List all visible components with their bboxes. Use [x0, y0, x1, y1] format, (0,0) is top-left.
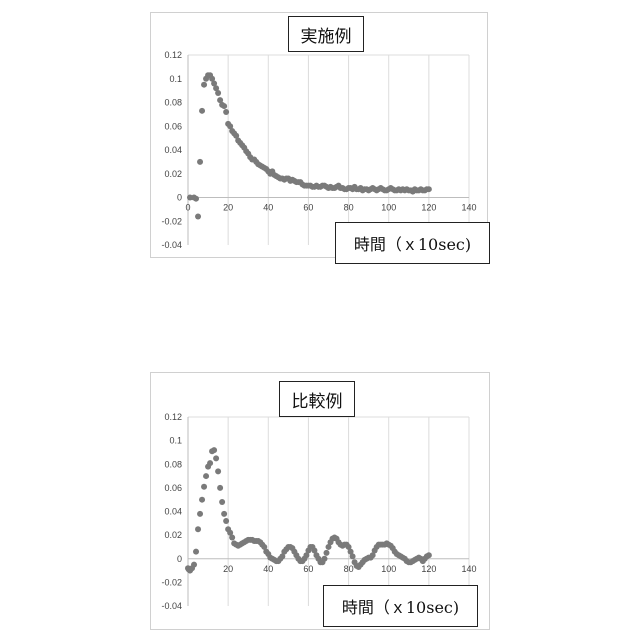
data-point: [221, 103, 227, 109]
x-tick-label: 120: [421, 564, 436, 574]
chart-title: 実施例: [288, 16, 364, 52]
data-point: [221, 511, 227, 517]
chart-jisshirei: 0.120.10.080.060.040.020-0.02-0.04020406…: [150, 12, 488, 258]
x-axis-label: 時間（ｘ10sec): [335, 222, 490, 264]
y-tick-label: -0.02: [161, 577, 182, 587]
data-point: [193, 196, 199, 202]
data-point: [223, 109, 229, 115]
chart-hikakurei: 0.120.10.080.060.040.020-0.02-0.04020406…: [150, 372, 490, 630]
data-point: [426, 186, 432, 192]
y-tick-label: 0.04: [164, 145, 182, 155]
data-point: [323, 550, 329, 556]
data-point: [203, 473, 209, 479]
data-point: [195, 214, 201, 220]
x-tick-label: 140: [461, 564, 476, 574]
data-point: [229, 534, 235, 540]
x-tick-label: 40: [263, 203, 273, 213]
data-point: [195, 526, 201, 532]
data-point: [207, 460, 213, 466]
data-point: [223, 518, 229, 524]
y-tick-label: -0.04: [161, 601, 182, 611]
x-tick-label: 60: [303, 564, 313, 574]
y-tick-label: 0.12: [164, 50, 182, 60]
x-tick-label: 0: [185, 203, 190, 213]
y-tick-label: 0.06: [164, 483, 182, 493]
data-point: [321, 556, 327, 562]
data-point: [201, 484, 207, 490]
data-point: [217, 485, 223, 491]
chart-title: 比較例: [279, 381, 355, 417]
y-tick-label: -0.04: [161, 240, 182, 250]
x-tick-label: 20: [223, 203, 233, 213]
data-point: [213, 455, 219, 461]
y-tick-label: 0: [177, 554, 182, 564]
y-tick-label: 0.04: [164, 507, 182, 517]
y-tick-label: 0.02: [164, 530, 182, 540]
x-tick-label: 100: [381, 203, 396, 213]
x-tick-label: 40: [263, 564, 273, 574]
y-tick-label: 0.06: [164, 121, 182, 131]
data-point: [197, 511, 203, 517]
x-tick-label: 20: [223, 564, 233, 574]
x-tick-label: 80: [344, 203, 354, 213]
data-point: [201, 82, 207, 88]
data-point: [199, 108, 205, 114]
x-tick-label: 140: [461, 203, 476, 213]
y-tick-label: 0.08: [164, 459, 182, 469]
y-tick-label: 0.1: [169, 74, 182, 84]
data-point: [191, 562, 197, 568]
data-point: [211, 447, 217, 453]
data-point: [426, 552, 432, 558]
x-axis-label: 時間（ｘ10sec): [323, 585, 478, 627]
data-point: [193, 549, 199, 555]
data-point: [199, 497, 205, 503]
y-tick-label: 0.08: [164, 98, 182, 108]
data-point: [219, 499, 225, 505]
x-tick-label: 120: [421, 203, 436, 213]
x-tick-label: 100: [381, 564, 396, 574]
y-tick-label: -0.02: [161, 216, 182, 226]
data-point: [197, 159, 203, 165]
data-point: [215, 90, 221, 96]
y-tick-label: 0.12: [164, 412, 182, 422]
x-tick-label: 80: [344, 564, 354, 574]
y-tick-label: 0.1: [169, 436, 182, 446]
x-tick-label: 60: [303, 203, 313, 213]
y-tick-label: 0: [177, 193, 182, 203]
data-point: [215, 468, 221, 474]
data-point: [350, 553, 356, 559]
y-tick-label: 0.02: [164, 169, 182, 179]
